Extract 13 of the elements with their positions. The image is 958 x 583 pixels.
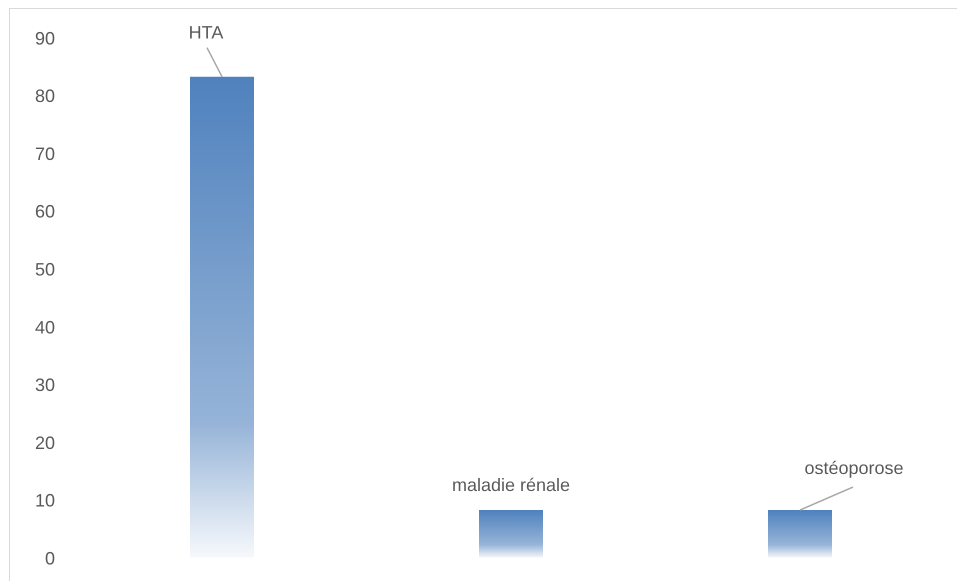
- y-tick-label: 60: [34, 202, 55, 222]
- y-tick-label: 40: [34, 317, 55, 338]
- y-tick-label: 30: [34, 375, 55, 396]
- y-tick-label: 70: [34, 144, 55, 164]
- data-label: HTA: [188, 22, 224, 43]
- data-label: maladie rénale: [452, 475, 570, 496]
- y-tick-label: 90: [34, 28, 55, 48]
- y-tick-label: 10: [34, 490, 55, 511]
- y-tick-label: 20: [34, 432, 55, 453]
- y-tick-label: 80: [34, 86, 55, 106]
- y-tick-label: 0: [44, 548, 55, 568]
- data-label: ostéoporose: [804, 458, 904, 478]
- y-tick-label: 50: [34, 260, 55, 280]
